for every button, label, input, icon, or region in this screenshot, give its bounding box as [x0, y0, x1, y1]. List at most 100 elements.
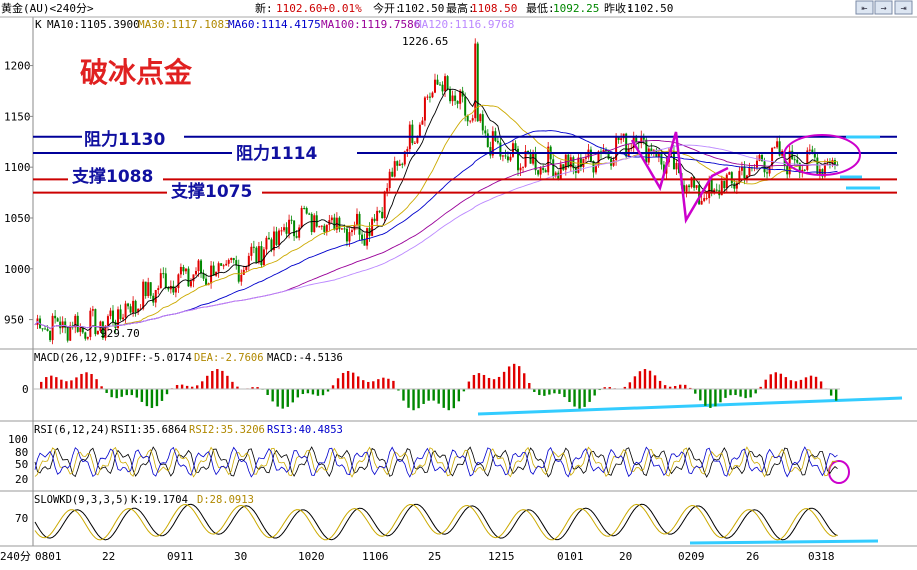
macd-bar [448, 389, 450, 410]
candle-body [182, 267, 184, 271]
macd-bar [629, 382, 631, 389]
candle-body [132, 301, 134, 313]
candle-body [341, 228, 343, 229]
candle-body [716, 190, 718, 191]
candle-body [356, 214, 358, 225]
macd-bar [372, 381, 374, 389]
ma60-label: MA60:1114.4175 [228, 18, 321, 31]
candle-body [165, 273, 167, 288]
rsi3-label: RSI3:40.4853 [267, 424, 343, 436]
x-tick-label: 25 [428, 550, 441, 563]
macd-name: MACD(26,12,9) [34, 352, 116, 364]
new-price: 1102.60 [276, 2, 322, 15]
macd-bar [593, 389, 595, 395]
candle-body [223, 265, 225, 266]
macd-bar [795, 381, 797, 389]
kd-line [35, 504, 838, 540]
macd-bar [634, 376, 636, 389]
macd-bar [483, 375, 485, 389]
candle-body [437, 80, 439, 85]
candle-body [577, 158, 579, 173]
macd-bar [443, 389, 445, 408]
candle-body [434, 80, 436, 93]
macd-bar [649, 371, 651, 389]
candle-body [520, 168, 522, 171]
candle-body [688, 185, 690, 187]
candle-body [449, 89, 451, 101]
nav-button-first[interactable]: ⇤ [856, 1, 873, 14]
macd-bar [231, 382, 233, 389]
macd-bar [206, 376, 208, 389]
macd-bar [166, 389, 168, 394]
macd-bar [402, 389, 404, 401]
candle-body [474, 44, 476, 119]
candle-body [766, 172, 768, 173]
kd-line [35, 504, 838, 540]
candle-body [84, 332, 86, 338]
macd-bar [749, 389, 751, 397]
macd-bar [578, 389, 580, 409]
macd-bar [568, 389, 570, 402]
candle-body [162, 273, 164, 274]
candle-body [288, 220, 290, 234]
candle-body [351, 230, 353, 232]
candle-body [723, 181, 725, 188]
candle-body [439, 85, 441, 86]
rsi-circle [829, 461, 849, 483]
macd-diff: DIFF:-5.0174 [116, 352, 192, 364]
macd-bar [523, 373, 525, 389]
nav-button-next[interactable]: → [875, 1, 892, 14]
ma30-label: MA30:1117.1083 [138, 18, 231, 31]
next-icon: → [880, 3, 886, 14]
candle-body [79, 327, 81, 331]
macd-bar [307, 389, 309, 393]
macd-bar [473, 375, 475, 389]
candle-body [384, 191, 386, 218]
candle-body [155, 290, 157, 303]
candle-body [333, 218, 335, 230]
macd-bar [211, 371, 213, 389]
y-tick-label: 1200 [4, 60, 31, 73]
candle-body [419, 125, 421, 136]
candle-body [743, 167, 745, 179]
candle-body [112, 311, 114, 322]
macd-bar [644, 369, 646, 389]
candle-body [49, 331, 51, 340]
candle-body [258, 246, 260, 262]
candle-body [756, 161, 758, 168]
macd-bar [458, 389, 460, 401]
macd-bar [146, 389, 148, 406]
macd-bar [60, 380, 62, 389]
macd-bar [488, 378, 490, 389]
candle-body [701, 201, 703, 205]
macd-bar [382, 378, 384, 389]
high-price: 1108.50 [471, 2, 517, 15]
macd-bar [664, 385, 666, 389]
nav-button-last[interactable]: ⇥ [895, 1, 912, 14]
candle-body [776, 141, 778, 147]
macd-bar [548, 389, 550, 395]
candle-body [492, 131, 494, 155]
macd-bar [699, 389, 701, 400]
macd-bar [287, 389, 289, 407]
macd-bar [770, 374, 772, 389]
macd-bar [528, 383, 530, 389]
candle-body [386, 188, 388, 191]
macd-bar [131, 389, 133, 395]
candle-body [482, 114, 484, 130]
candle-body [180, 267, 182, 274]
candle-body [557, 173, 559, 179]
candle-body [172, 286, 174, 293]
candle-body [54, 316, 56, 318]
macd-bar [196, 385, 198, 389]
kd-d: D:28.0913 [197, 494, 254, 506]
macd-bar [438, 389, 440, 404]
macd-bar [830, 389, 832, 396]
candle-body [426, 97, 428, 98]
candle-body [442, 85, 444, 92]
candle-body [414, 143, 416, 144]
candle-body [497, 141, 499, 143]
x-tick-label: 0209 [678, 550, 705, 563]
macd-bar [387, 379, 389, 389]
